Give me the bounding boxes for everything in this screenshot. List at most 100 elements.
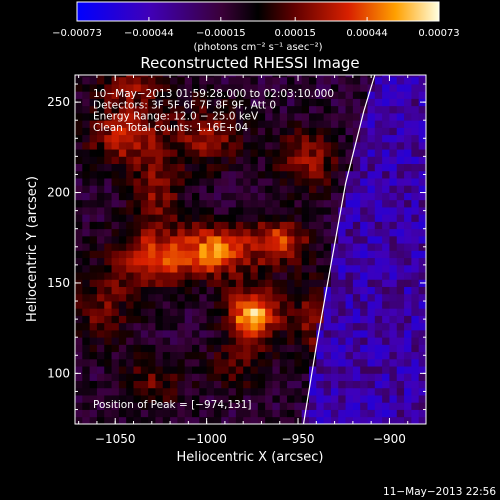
heatmap-cell bbox=[199, 351, 208, 360]
heatmap-cell bbox=[287, 351, 295, 360]
heatmap-cell bbox=[155, 235, 164, 244]
heatmap-cell bbox=[279, 178, 288, 186]
heatmap-cell bbox=[199, 120, 208, 128]
heatmap-cell bbox=[75, 293, 83, 302]
heatmap-cell bbox=[316, 395, 325, 403]
heatmap-cell bbox=[192, 214, 200, 222]
heatmap-cell bbox=[345, 149, 354, 157]
heatmap-cell bbox=[133, 120, 142, 128]
heatmap-cell bbox=[287, 380, 295, 389]
heatmap-cell bbox=[338, 286, 346, 295]
heatmap-cell bbox=[360, 207, 368, 215]
heatmap-cell bbox=[82, 149, 91, 157]
heatmap-cell bbox=[265, 199, 273, 208]
heatmap-cell bbox=[330, 402, 339, 410]
heatmap-cell bbox=[118, 344, 127, 353]
heatmap-cell bbox=[82, 105, 91, 114]
heatmap-cell bbox=[396, 207, 405, 215]
heatmap-cell bbox=[265, 141, 273, 150]
heatmap-cell bbox=[82, 301, 91, 309]
heatmap-cell bbox=[126, 402, 134, 410]
heatmap-cell bbox=[155, 141, 164, 150]
heatmap-cell bbox=[148, 112, 156, 121]
heatmap-cell bbox=[411, 199, 420, 208]
heatmap-cell bbox=[170, 250, 178, 259]
heatmap-cell bbox=[206, 141, 215, 150]
heatmap-cell bbox=[411, 112, 420, 121]
heatmap-cell bbox=[133, 301, 142, 309]
heatmap-cell bbox=[330, 214, 339, 222]
heatmap-cell bbox=[396, 344, 405, 353]
heatmap-cell bbox=[396, 337, 405, 345]
heatmap-cell bbox=[177, 416, 186, 424]
heatmap-cell bbox=[96, 75, 105, 78]
heatmap-cell bbox=[96, 315, 105, 324]
heatmap-cell bbox=[323, 308, 332, 316]
heatmap-cell bbox=[272, 264, 281, 273]
heatmap-cell bbox=[206, 149, 215, 157]
heatmap-cell bbox=[155, 84, 164, 92]
heatmap-cell bbox=[126, 207, 134, 215]
heatmap-cell bbox=[221, 395, 229, 403]
heatmap-cell bbox=[213, 127, 222, 136]
heatmap-cell bbox=[243, 257, 251, 266]
heatmap-cell bbox=[411, 250, 420, 259]
heatmap-cell bbox=[133, 272, 142, 280]
heatmap-cell bbox=[279, 243, 288, 251]
heatmap-cell bbox=[367, 380, 376, 389]
heatmap-cell bbox=[367, 149, 376, 157]
heatmap-cell bbox=[352, 112, 361, 121]
heatmap-cell bbox=[199, 228, 208, 237]
heatmap bbox=[75, 75, 426, 424]
heatmap-cell bbox=[294, 329, 303, 338]
heatmap-cell bbox=[265, 98, 273, 107]
heatmap-cell bbox=[257, 293, 266, 302]
heatmap-cell bbox=[257, 243, 266, 251]
heatmap-cell bbox=[118, 76, 127, 85]
heatmap-cell bbox=[287, 91, 295, 99]
heatmap-cell bbox=[118, 163, 127, 172]
heatmap-cell bbox=[148, 250, 156, 259]
heatmap-cell bbox=[243, 279, 251, 287]
heatmap-cell bbox=[316, 134, 325, 143]
heatmap-cell bbox=[257, 228, 266, 237]
heatmap-cell bbox=[82, 112, 91, 121]
heatmap-cell bbox=[367, 409, 376, 418]
heatmap-cell bbox=[140, 228, 149, 237]
heatmap-cell bbox=[155, 178, 164, 186]
heatmap-cell bbox=[338, 279, 346, 287]
heatmap-cell bbox=[382, 185, 390, 193]
heatmap-cell bbox=[338, 272, 346, 280]
heatmap-cell bbox=[89, 380, 98, 389]
heatmap-cell bbox=[301, 366, 310, 374]
heatmap-cell bbox=[316, 366, 325, 374]
heatmap-cell bbox=[316, 112, 325, 121]
heatmap-cell bbox=[213, 199, 222, 208]
heatmap-cell bbox=[228, 264, 237, 273]
heatmap-cell bbox=[294, 337, 303, 345]
heatmap-cell bbox=[294, 344, 303, 353]
heatmap-cell bbox=[309, 214, 317, 222]
heatmap-cell bbox=[148, 387, 156, 396]
heatmap-cell bbox=[170, 91, 178, 99]
heatmap-cell bbox=[352, 75, 361, 78]
heatmap-cell bbox=[111, 170, 120, 179]
heatmap-cell bbox=[228, 178, 237, 186]
heatmap-cell bbox=[133, 351, 142, 360]
heatmap-cell bbox=[148, 344, 156, 353]
heatmap-cell bbox=[140, 250, 149, 259]
heatmap-cell bbox=[82, 91, 91, 99]
heatmap-cell bbox=[177, 409, 186, 418]
heatmap-cell bbox=[177, 156, 186, 164]
heatmap-cell bbox=[243, 163, 251, 172]
heatmap-cell bbox=[96, 76, 105, 85]
heatmap-cell bbox=[309, 105, 317, 114]
heatmap-cell bbox=[228, 214, 237, 222]
heatmap-cell bbox=[279, 105, 288, 114]
heatmap-cell bbox=[250, 170, 259, 179]
heatmap-cell bbox=[396, 221, 405, 230]
heatmap-cell bbox=[104, 75, 112, 78]
heatmap-cell bbox=[389, 293, 398, 302]
heatmap-cell bbox=[294, 293, 303, 302]
colorbar-ticks: −0.00073 −0.00044 −0.00015 0.00015 0.00044 0.… bbox=[52, 17, 460, 39]
